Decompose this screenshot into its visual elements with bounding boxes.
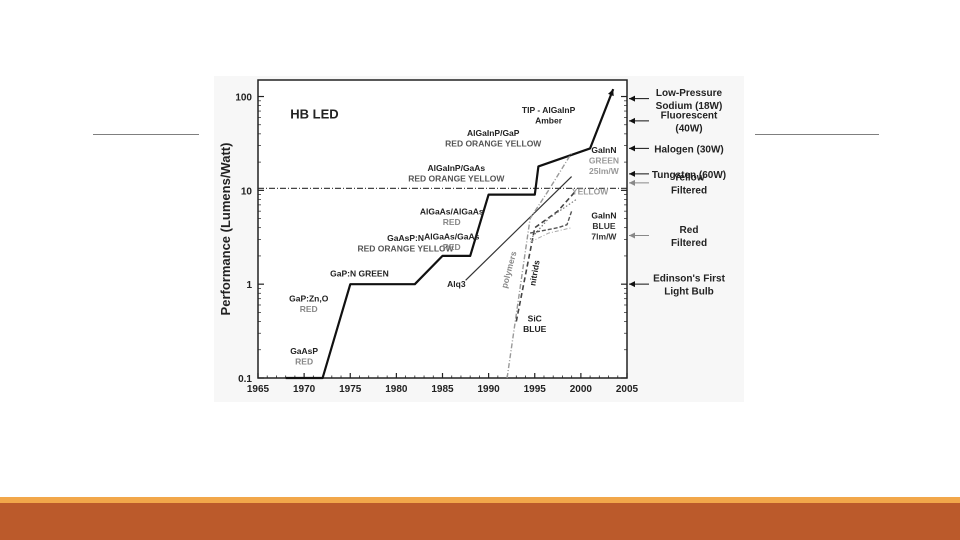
- annotation-label: GaAsP:N: [387, 233, 424, 243]
- x-tick-label: 1985: [431, 384, 454, 395]
- reference-arrowhead: [629, 145, 635, 152]
- annotation-label: AlGaInP/GaP: [467, 128, 520, 138]
- annotation-label: RED: [295, 357, 313, 367]
- reference-arrowhead: [629, 281, 635, 288]
- chart-svg: 1965 1970 1975 1980 1985 1990 1995 2000 2005 0.1 1…: [214, 76, 744, 402]
- annotation-label: nitrids: [527, 259, 541, 287]
- annotation-label: GaAsP: [290, 346, 318, 356]
- series-line-6: [529, 227, 572, 243]
- reference-label: Low-Pressure: [656, 88, 723, 99]
- reference-label: (40W): [675, 123, 702, 134]
- annotation-label: GaInN: [591, 145, 616, 155]
- x-tick-label: 2000: [570, 384, 593, 395]
- footer-accent-stripe: [0, 497, 960, 503]
- annotation-label: GREEN: [589, 156, 619, 166]
- annotation-label: TIP - AlGaInP: [522, 105, 576, 115]
- annotation-label: AlGaAs/AlGaAs: [420, 207, 484, 217]
- x-tick-label: 1965: [247, 384, 270, 395]
- annotation-label: RED: [300, 304, 318, 314]
- x-tick-label: 1990: [478, 384, 501, 395]
- y-tick-label: 100: [235, 93, 252, 104]
- annotation-label: Amber: [535, 115, 563, 125]
- reference-label: Filtered: [671, 185, 707, 196]
- annotation-label: RED ORANGE YELLOW: [358, 243, 455, 253]
- annotation-label: 7lm/W: [591, 232, 617, 242]
- annotation-label: RED: [443, 217, 461, 227]
- reference-label: Tungsten (60W): [652, 170, 726, 181]
- x-tick-label: 1995: [524, 384, 547, 395]
- annotation-label: SiC: [528, 314, 542, 324]
- x-tick-label: 1980: [385, 384, 408, 395]
- series-line-polymers: [506, 152, 573, 379]
- reference-label: Sodium (18W): [656, 101, 723, 112]
- annotation-label: 25lm/W: [589, 166, 620, 176]
- y-tick-label: 10: [241, 186, 253, 197]
- reference-label: Yellow: [673, 172, 704, 183]
- series-line-alq3: [465, 176, 573, 281]
- x-tick-label: 1970: [293, 384, 316, 395]
- reference-label: Halogen (30W): [654, 144, 723, 155]
- reference-arrowhead: [629, 95, 635, 102]
- x-tick-label: 2005: [616, 384, 639, 395]
- reference-label: Light Bulb: [664, 287, 713, 298]
- footer-bar: [0, 503, 960, 540]
- annotation-label: GaP:N GREEN: [330, 269, 389, 279]
- reference-arrowhead: [629, 170, 635, 177]
- reference-arrowhead: [629, 232, 635, 239]
- chart-title: HB LED: [290, 107, 338, 122]
- annotation-label: AlGaAs/GaAs: [424, 231, 480, 241]
- annotation-label: RED: [443, 242, 461, 252]
- plot-area: [258, 80, 627, 378]
- series-line-gainn-blue: [529, 210, 573, 234]
- y-tick-label: 1: [246, 280, 252, 291]
- annotation-label: Alq3: [447, 279, 466, 289]
- annotation-label: RED ORANGE YELLOW: [408, 174, 505, 184]
- decorative-rule-right: [755, 134, 879, 135]
- reference-arrowhead: [629, 179, 635, 186]
- decorative-rule-left: [93, 134, 199, 135]
- y-axis-label: Performance (Lumens/Watt): [218, 143, 233, 316]
- series-line-nitrids: [515, 189, 577, 322]
- annotation-label: AlGaInP/GaAs: [428, 163, 486, 173]
- x-tick-label: 1975: [339, 384, 362, 395]
- reference-label: Edinson's First: [653, 274, 726, 285]
- annotation-label: GaP:Zn,O: [289, 294, 329, 304]
- reference-arrowhead: [629, 117, 635, 124]
- y-tick-label: 0.1: [238, 374, 252, 385]
- annotation-label: RED ORANGE YELLOW: [445, 138, 542, 148]
- annotation-label: BLUE: [592, 221, 615, 231]
- series-line-sic-blue: [529, 198, 577, 240]
- reference-label: Filtered: [671, 238, 707, 249]
- series-line-0: [285, 88, 615, 380]
- main-series-arrowhead: [608, 89, 614, 97]
- annotation-label: YELLOW: [572, 187, 609, 197]
- annotation-label: GaInN: [591, 211, 616, 221]
- reference-label: Fluorescent: [661, 110, 718, 121]
- reference-label: Red: [680, 225, 699, 236]
- annotation-label: BLUE: [523, 324, 546, 334]
- chart-figure: 1965 1970 1975 1980 1985 1990 1995 2000 2005 0.1 1…: [214, 76, 744, 402]
